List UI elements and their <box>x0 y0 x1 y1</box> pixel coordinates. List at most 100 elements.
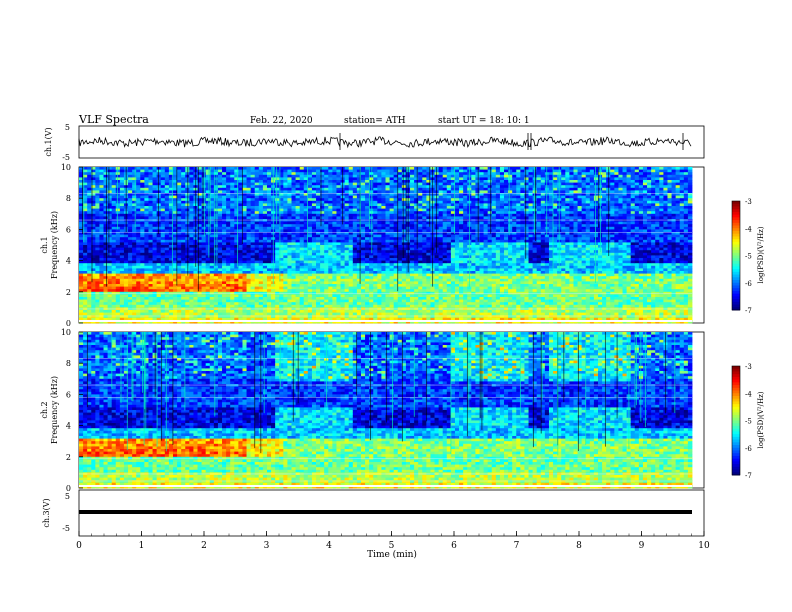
spectrogram-cell <box>128 297 133 300</box>
spectrogram-cell <box>328 180 333 183</box>
spectrogram-cell <box>144 271 149 274</box>
spectrogram-cell <box>381 281 386 285</box>
spectrogram-cell <box>348 185 354 189</box>
spectrogram-cell <box>348 219 354 222</box>
spectrogram-cell <box>209 315 215 319</box>
spectrogram-cell <box>152 273 158 277</box>
spectrogram-cell <box>303 200 309 204</box>
spectrogram-cell <box>377 190 382 194</box>
spectrogram-cell <box>246 182 252 186</box>
spectrogram-cell <box>160 268 166 272</box>
spectrogram-cell <box>336 271 341 274</box>
spectrogram-cell <box>360 180 366 183</box>
spectrogram-cell <box>279 289 284 293</box>
spectrogram-cell <box>185 317 190 321</box>
spectrogram-cell <box>389 206 395 209</box>
spectrogram-cell <box>393 250 399 254</box>
spectrogram-cell <box>266 276 272 280</box>
spectrogram-cell <box>311 190 317 194</box>
spectrogram-cell <box>275 172 280 176</box>
spectrogram-cell <box>136 258 141 261</box>
spectrogram-cell <box>181 185 186 189</box>
spectrogram-cell <box>356 232 362 235</box>
spectrogram-cell <box>103 299 109 303</box>
spectrogram-cell <box>397 195 403 199</box>
spectrogram-cell <box>258 273 264 277</box>
spectrogram-cell <box>352 219 358 222</box>
spectrogram-cell <box>397 304 403 308</box>
spectrogram-cell <box>373 195 378 199</box>
spectrogram-cell <box>348 297 354 300</box>
spectrogram-cell <box>365 258 370 261</box>
spectrogram-cell <box>336 273 341 277</box>
spectrogram-cell <box>95 310 100 313</box>
spectrogram-cell <box>140 281 145 285</box>
spectrogram-cell <box>418 169 423 173</box>
spectrogram-cell <box>234 190 239 194</box>
spectrogram-cell <box>271 304 276 308</box>
spectrogram-cell <box>181 177 186 181</box>
spectrogram-cell <box>217 182 223 186</box>
spectrogram-cell <box>320 200 325 204</box>
spectrogram-cell <box>328 211 333 215</box>
spectrogram-cell <box>246 242 252 246</box>
spectrogram-cell <box>336 169 341 173</box>
spectrogram-cell <box>295 312 301 316</box>
spectrogram-cell <box>144 273 149 277</box>
spectrogram-cell <box>132 299 137 303</box>
spectrogram-cell <box>226 174 231 178</box>
spectrogram-cell <box>385 213 390 217</box>
spectrogram-cell <box>242 180 247 183</box>
spectrogram-cell <box>348 284 354 287</box>
spectrogram-cell <box>381 167 386 170</box>
spectrogram-cell <box>123 278 129 282</box>
spectrogram-cell <box>299 190 305 194</box>
spectrogram-cell <box>140 177 145 181</box>
spectrogram-cell <box>410 180 415 183</box>
spectrogram-cell <box>291 239 296 243</box>
spectrogram-cell <box>291 200 296 204</box>
spectrogram-cell <box>365 239 370 243</box>
spectrogram-cell <box>401 195 407 199</box>
spectrogram-cell <box>189 200 194 204</box>
spectrogram-cell <box>205 169 211 173</box>
spectrogram-cell <box>168 193 174 196</box>
spectrogram-cell <box>205 195 211 199</box>
spectrogram-cell <box>299 195 305 199</box>
spectrogram-cell <box>217 216 223 220</box>
spectrogram-cell <box>401 299 407 303</box>
spectrogram-cell <box>201 286 207 290</box>
spectrogram-cell <box>377 213 382 217</box>
spectrogram-cell <box>303 252 309 256</box>
spectrogram-cell <box>356 203 362 207</box>
spectrogram-cell <box>201 226 207 230</box>
spectrogram-cell <box>332 276 337 280</box>
spectrogram-cell <box>87 182 92 186</box>
spectrogram-cell <box>197 172 202 176</box>
spectrogram-cell <box>360 255 366 259</box>
spectrogram-cell <box>172 211 178 215</box>
spectrogram-cell <box>99 258 104 261</box>
spectrogram-cell <box>115 265 121 269</box>
spectrogram-cell <box>99 206 104 209</box>
spectrogram-cell <box>164 286 170 290</box>
spectrogram-cell <box>144 286 149 290</box>
spectrogram-cell <box>303 203 309 207</box>
spectrogram-cell <box>205 297 211 300</box>
spectrogram-cell <box>254 297 260 300</box>
spectrogram-cell <box>262 252 268 256</box>
spectrogram-cell <box>344 312 350 316</box>
spectrogram-cell <box>283 219 288 222</box>
spectrogram-cell <box>148 299 153 303</box>
spectrogram-cell <box>217 250 223 254</box>
spectrogram-cell <box>111 219 117 222</box>
spectrogram-cell <box>340 229 346 233</box>
spectrogram-cell <box>79 299 84 303</box>
spectrogram-cell <box>344 193 350 196</box>
spectrogram-cell <box>83 245 88 248</box>
spectrogram-cell <box>381 252 386 256</box>
spectrogram-cell <box>226 271 231 274</box>
spectrogram-cell <box>401 239 407 243</box>
spectrogram-cell <box>213 286 219 290</box>
spectrogram-cell <box>262 299 268 303</box>
